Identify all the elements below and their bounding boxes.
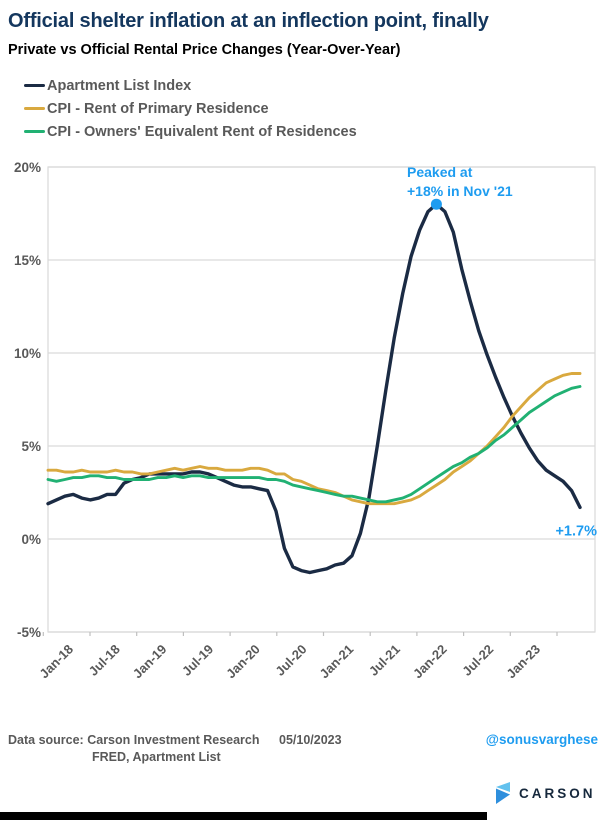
legend: Apartment List Index CPI - Rent of Prima… — [24, 74, 606, 143]
data-source-org: Carson Investment Research — [87, 733, 260, 747]
peak-annotation-line1: Peaked at — [407, 164, 473, 180]
chart-date: 05/10/2023 — [279, 733, 342, 747]
x-tick-label: Jul-22 — [459, 642, 496, 679]
end-value-label: +1.7% — [555, 523, 597, 539]
legend-swatch-gold — [24, 106, 45, 111]
data-source: Data source: Carson Investment Research … — [8, 732, 342, 766]
chart-canvas: 20% 15% 10% 5% 0% -5% Jan-18 Jul-18 Jan-19 Jul-19… — [14, 160, 597, 682]
x-tick-label: Jan-20 — [223, 642, 263, 682]
chart-subtitle: Private vs Official Rental Price Changes… — [8, 42, 401, 58]
x-tick-label: Jan-18 — [36, 642, 76, 682]
legend-item-cpi-oer: CPI - Owners' Equivalent Rent of Residen… — [24, 120, 606, 143]
x-tick-label: Jan-19 — [130, 642, 170, 682]
y-tick-label: 5% — [21, 439, 41, 454]
brand-name: CARSON — [519, 786, 596, 801]
x-tick-label: Jul-20 — [272, 642, 309, 679]
peak-annotation-line2: +18% in Nov '21 — [407, 183, 513, 199]
x-tick-label: Jul-21 — [366, 642, 403, 679]
carson-logo-icon — [496, 782, 510, 804]
legend-item-cpi-rent: CPI - Rent of Primary Residence — [24, 97, 606, 120]
series-line-cpi-rent — [46, 372, 582, 506]
peak-marker-dot — [430, 198, 442, 210]
legend-item-apartment-list: Apartment List Index — [24, 74, 606, 97]
data-source-label: Data source: — [8, 733, 84, 747]
y-tick-label: 0% — [21, 532, 41, 547]
legend-label: Apartment List Index — [47, 77, 192, 94]
page-title: Official shelter inflation at an inflect… — [8, 10, 489, 32]
y-tick-label: 10% — [14, 346, 41, 361]
legend-swatch-green — [24, 129, 45, 134]
legend-label: CPI - Owners' Equivalent Rent of Residen… — [47, 123, 357, 140]
bottom-black-bar — [0, 812, 487, 820]
legend-swatch-navy — [24, 83, 45, 88]
x-tick-label: Jul-18 — [86, 642, 123, 679]
x-tick-label: Jan-21 — [317, 642, 357, 682]
y-tick-label: 20% — [14, 160, 41, 175]
twitter-handle[interactable]: @sonusvarghese — [485, 732, 598, 747]
x-tick-label: Jan-22 — [410, 642, 450, 682]
series-line-cpi-oer — [46, 385, 582, 504]
y-tick-label: 15% — [14, 253, 41, 268]
y-tick-label: -5% — [17, 625, 41, 640]
carson-logo: CARSON — [487, 767, 606, 820]
legend-label: CPI - Rent of Primary Residence — [47, 100, 269, 117]
x-tick-label: Jul-19 — [179, 642, 216, 679]
x-tick-label: Jan-23 — [503, 642, 543, 682]
plot-border — [47, 166, 596, 633]
footer: Data source: Carson Investment Research … — [0, 718, 606, 820]
data-source-line2: FRED, Apartment List — [92, 750, 221, 764]
